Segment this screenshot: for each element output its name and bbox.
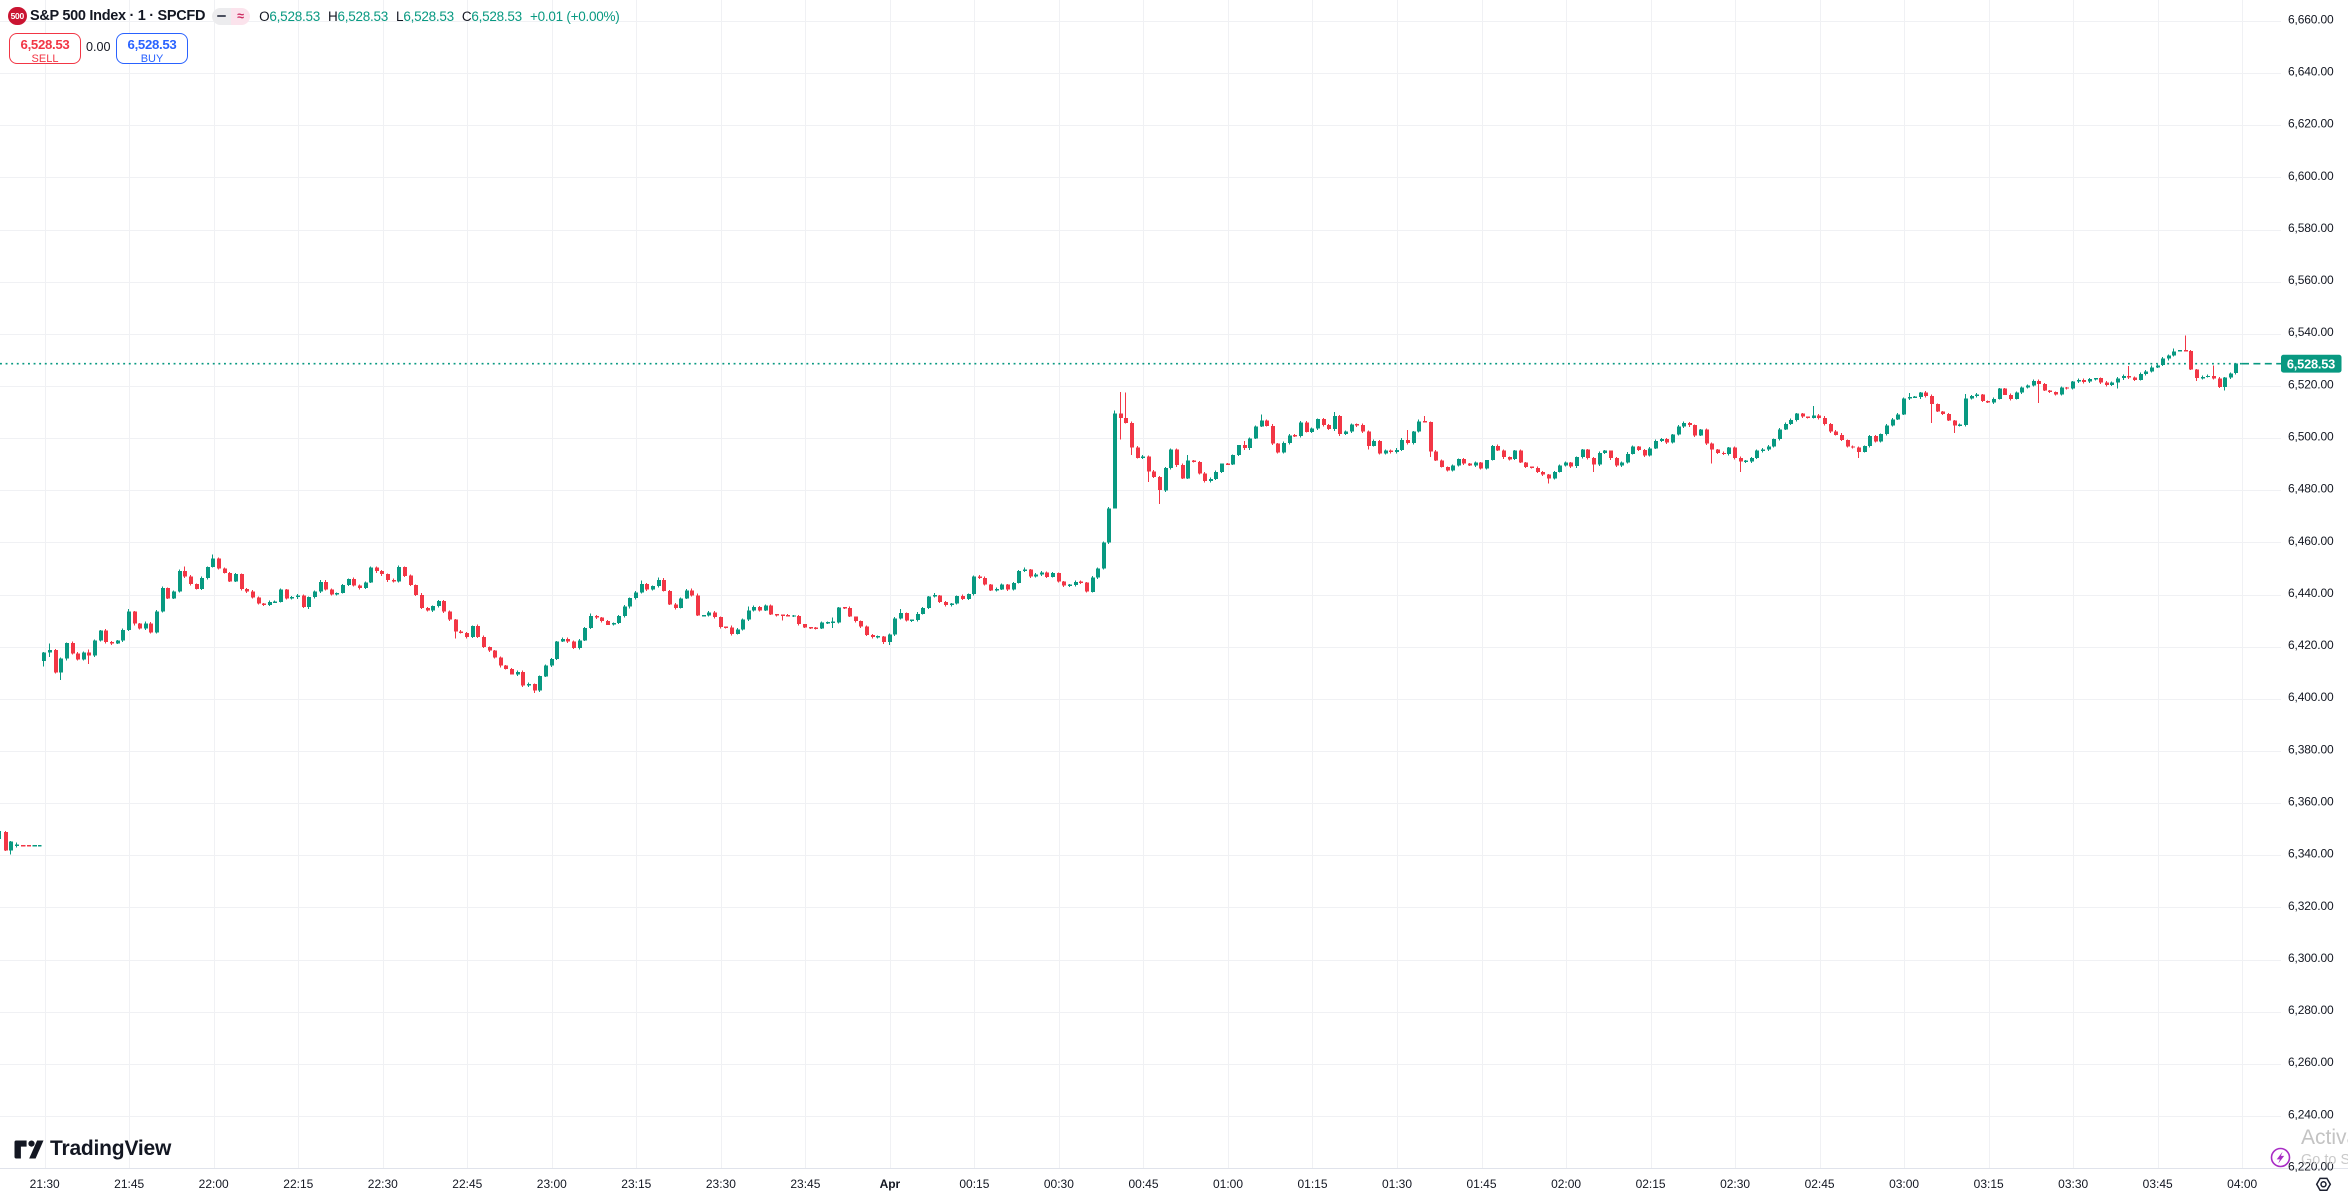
svg-text:01:15: 01:15 [1297, 1177, 1327, 1191]
svg-text:6,280.00: 6,280.00 [2288, 1003, 2334, 1017]
svg-text:6,420.00: 6,420.00 [2288, 638, 2334, 652]
svg-text:6,400.00: 6,400.00 [2288, 690, 2334, 704]
svg-text:23:30: 23:30 [706, 1177, 736, 1191]
svg-text:6,560.00: 6,560.00 [2288, 273, 2334, 287]
svg-text:6,340.00: 6,340.00 [2288, 847, 2334, 861]
svg-text:01:45: 01:45 [1466, 1177, 1496, 1191]
svg-text:6,360.00: 6,360.00 [2288, 795, 2334, 809]
svg-text:01:00: 01:00 [1213, 1177, 1243, 1191]
svg-text:6,620.00: 6,620.00 [2288, 117, 2334, 131]
svg-text:6,260.00: 6,260.00 [2288, 1055, 2334, 1069]
svg-text:22:00: 22:00 [199, 1177, 229, 1191]
svg-text:03:45: 03:45 [2143, 1177, 2173, 1191]
svg-text:21:45: 21:45 [114, 1177, 144, 1191]
svg-text:02:30: 02:30 [1720, 1177, 1750, 1191]
svg-text:6,320.00: 6,320.00 [2288, 899, 2334, 913]
svg-text:03:00: 03:00 [1889, 1177, 1919, 1191]
svg-text:22:15: 22:15 [283, 1177, 313, 1191]
svg-text:6,640.00: 6,640.00 [2288, 65, 2334, 79]
svg-text:6,528.53: 6,528.53 [2287, 356, 2335, 371]
svg-text:Apr: Apr [880, 1177, 901, 1191]
svg-text:02:00: 02:00 [1551, 1177, 1581, 1191]
svg-text:03:15: 03:15 [1974, 1177, 2004, 1191]
svg-text:6,540.00: 6,540.00 [2288, 325, 2334, 339]
svg-text:22:30: 22:30 [368, 1177, 398, 1191]
svg-text:6,500.00: 6,500.00 [2288, 430, 2334, 444]
svg-text:6,660.00: 6,660.00 [2288, 12, 2334, 26]
svg-text:21:30: 21:30 [30, 1177, 60, 1191]
svg-text:6,380.00: 6,380.00 [2288, 742, 2334, 756]
svg-text:02:45: 02:45 [1805, 1177, 1835, 1191]
svg-text:6,300.00: 6,300.00 [2288, 951, 2334, 965]
svg-text:6,600.00: 6,600.00 [2288, 169, 2334, 183]
svg-text:6,440.00: 6,440.00 [2288, 586, 2334, 600]
svg-text:23:15: 23:15 [621, 1177, 651, 1191]
svg-text:6,480.00: 6,480.00 [2288, 482, 2334, 496]
svg-text:02:15: 02:15 [1636, 1177, 1666, 1191]
svg-text:23:45: 23:45 [790, 1177, 820, 1191]
svg-text:6,580.00: 6,580.00 [2288, 221, 2334, 235]
svg-text:6,460.00: 6,460.00 [2288, 534, 2334, 548]
svg-text:6,220.00: 6,220.00 [2288, 1160, 2334, 1174]
svg-text:00:30: 00:30 [1044, 1177, 1074, 1191]
svg-text:01:30: 01:30 [1382, 1177, 1412, 1191]
svg-text:6,240.00: 6,240.00 [2288, 1107, 2334, 1121]
svg-text:00:15: 00:15 [959, 1177, 989, 1191]
svg-text:23:00: 23:00 [537, 1177, 567, 1191]
svg-text:03:30: 03:30 [2058, 1177, 2088, 1191]
svg-text:6,520.00: 6,520.00 [2288, 377, 2334, 391]
svg-text:00:45: 00:45 [1128, 1177, 1158, 1191]
svg-text:04:00: 04:00 [2227, 1177, 2257, 1191]
svg-text:22:45: 22:45 [452, 1177, 482, 1191]
